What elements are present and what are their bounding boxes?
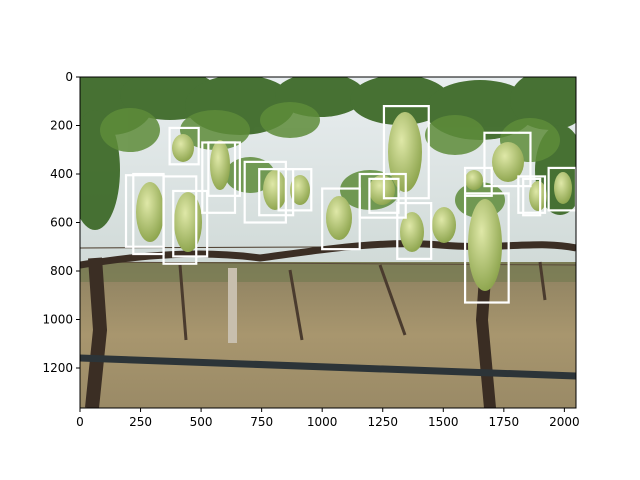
x-tick-label: 1750 (489, 415, 520, 429)
x-tick-label: 1500 (428, 415, 459, 429)
bounding-box (172, 189, 209, 258)
y-tick-label: 600 (50, 215, 73, 229)
x-tick-label: 1250 (367, 415, 398, 429)
bounding-box (382, 104, 430, 200)
bounding-box (463, 192, 510, 304)
x-tick-label: 500 (190, 415, 213, 429)
y-axis: 0 200 400 600 800 1000 1200 (42, 70, 80, 375)
bounding-box (168, 126, 200, 166)
bounding-box (522, 177, 542, 217)
bounding-box (483, 131, 532, 188)
y-tick-label: 800 (50, 264, 73, 278)
bounding-box (463, 166, 493, 197)
axes-frame (79, 76, 577, 409)
y-tick-label: 1200 (42, 361, 73, 375)
x-tick-label: 2000 (549, 415, 580, 429)
y-tick-label: 400 (50, 167, 73, 181)
bounding-box (277, 168, 313, 212)
vineyard-photo (80, 77, 576, 408)
bounding-box (321, 187, 361, 251)
bounding-box (396, 201, 433, 260)
bounding-boxes (124, 104, 578, 304)
y-tick-label: 0 (65, 70, 73, 84)
x-tick-label: 250 (129, 415, 152, 429)
x-tick-label: 1000 (307, 415, 338, 429)
bounding-box (207, 141, 241, 197)
y-tick-label: 200 (50, 118, 73, 132)
x-tick-label: 750 (250, 415, 273, 429)
y-tick-label: 1000 (42, 312, 73, 326)
bounding-box (258, 168, 295, 217)
bounding-box (162, 175, 198, 265)
bounding-box (358, 172, 407, 219)
x-axis: 0 250 500 750 1000 1250 1500 1750 2000 (76, 408, 580, 429)
x-tick-label: 0 (76, 415, 84, 429)
bounding-box (243, 160, 287, 224)
bounding-box (517, 175, 547, 214)
